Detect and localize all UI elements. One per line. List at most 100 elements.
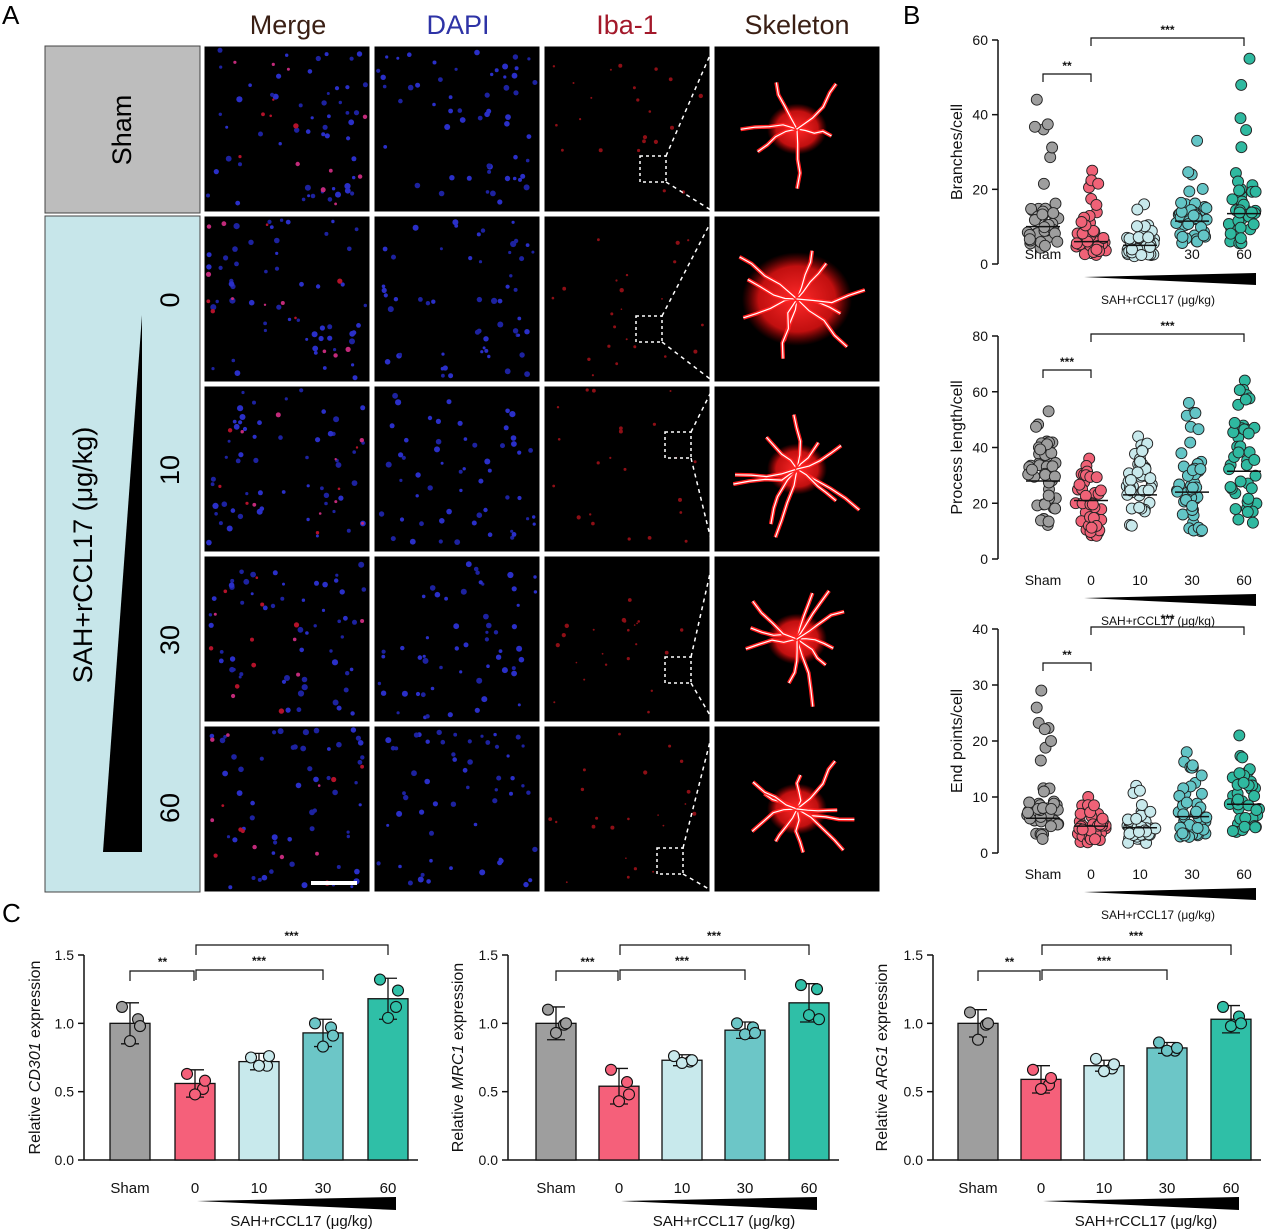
nucleus-dot [208, 622, 214, 628]
nucleus-dot [336, 865, 341, 869]
nucleus-dot [243, 578, 250, 585]
nucleus-dot [528, 878, 533, 883]
iba1-dot [636, 622, 638, 625]
nucleus-dot [324, 133, 330, 139]
nucleus-dot [448, 95, 453, 100]
nucleus-dot [297, 690, 305, 697]
iba1-dot [643, 770, 648, 775]
nucleus-dot [440, 461, 444, 465]
data-point [1090, 198, 1103, 211]
nucleus-dot [476, 677, 483, 684]
nucleus-dot [235, 458, 241, 464]
data-point [1237, 776, 1250, 789]
iba1-dot [669, 390, 672, 392]
iba1-dot [652, 870, 655, 873]
zoom-box [635, 315, 663, 343]
iba1-dot [555, 123, 558, 127]
nucleus-dot [511, 624, 517, 630]
nucleus-dot [453, 623, 460, 630]
nucleus-dot [398, 98, 403, 104]
data-point [1070, 237, 1083, 250]
nucleus-dot [460, 588, 467, 595]
data-point [1239, 393, 1252, 406]
nucleus-dot [299, 647, 305, 653]
nucleus-dot [223, 255, 229, 261]
nucleus-dot [305, 337, 309, 341]
bar [238, 1060, 280, 1161]
nucleus-dot [350, 191, 355, 196]
bar [302, 1032, 344, 1161]
nucleus-dot [338, 100, 342, 105]
iba1-dot [684, 539, 688, 543]
nucleus-dot [429, 858, 433, 863]
iba1-dot [619, 288, 624, 293]
significance-label: *** [284, 929, 298, 943]
microglia-dot [218, 484, 222, 488]
iba1-dot [576, 515, 581, 520]
nucleus-dot [218, 265, 223, 270]
nucleus-dot [322, 581, 328, 588]
nucleus-dot [333, 348, 337, 352]
nucleus-dot [315, 284, 321, 289]
microglia-dot [328, 168, 333, 173]
data-point [1247, 218, 1260, 231]
data-point [1192, 423, 1205, 436]
micrograph-background [374, 46, 540, 212]
nucleus-dot [346, 528, 351, 533]
nucleus-dot [352, 175, 356, 180]
nucleus-dot [271, 851, 276, 855]
microglia-dot [240, 430, 244, 434]
microglia-dot [345, 346, 351, 352]
skeleton-branch [796, 638, 827, 666]
nucleus-dot [321, 132, 326, 137]
x-tick-label: 30 [1184, 246, 1200, 262]
nucleus-dot [287, 837, 293, 842]
data-point [748, 1026, 762, 1039]
microglia-dot [320, 187, 326, 193]
nucleus-dot [290, 745, 296, 750]
dose-wedge [197, 1197, 396, 1210]
nucleus-dot [327, 324, 333, 330]
zoom-line [682, 873, 715, 893]
nucleus-dot [504, 175, 511, 182]
nucleus-dot [349, 338, 355, 345]
data-point [1250, 804, 1263, 816]
significance-label: *** [1097, 954, 1111, 968]
nucleus-dot [459, 117, 466, 123]
y-tick-label: 0 [980, 256, 988, 272]
nucleus-dot [315, 55, 321, 62]
significance-bracket [1090, 37, 1245, 46]
microglia-dot [293, 123, 299, 129]
nucleus-dot [331, 659, 339, 666]
nucleus-dot [480, 734, 484, 738]
data-point [1240, 124, 1253, 137]
data-point [963, 1006, 977, 1019]
nucleus-dot [331, 219, 335, 224]
nucleus-dot [307, 766, 313, 772]
nucleus-dot [504, 121, 510, 127]
y-axis-label: Relative ARG1 expression [874, 964, 891, 1152]
nucleus-dot [281, 679, 287, 684]
micrograph-frame [543, 45, 711, 213]
micrograph-dapi-row-2 [373, 385, 541, 553]
nucleus-dot [495, 654, 502, 660]
micrograph-frame [713, 385, 881, 553]
nucleus-dot [313, 727, 320, 734]
iba1-dot [556, 406, 560, 409]
iba1-dot [618, 63, 623, 68]
microglia-dot [322, 349, 327, 354]
nucleus-dot [395, 399, 402, 406]
nucleus-dot [319, 325, 325, 331]
skeleton-branch [796, 468, 837, 502]
nucleus-dot [231, 358, 236, 363]
nucleus-dot [382, 246, 388, 252]
iba1-dot [582, 768, 586, 772]
data-point [391, 984, 405, 997]
iba1-dot [627, 537, 631, 541]
nucleus-dot [459, 488, 463, 493]
significance-bracket [619, 969, 746, 980]
data-point [612, 1095, 626, 1108]
nucleus-dot [354, 781, 358, 785]
nucleus-dot [517, 333, 521, 337]
micrograph-grid [203, 45, 881, 893]
